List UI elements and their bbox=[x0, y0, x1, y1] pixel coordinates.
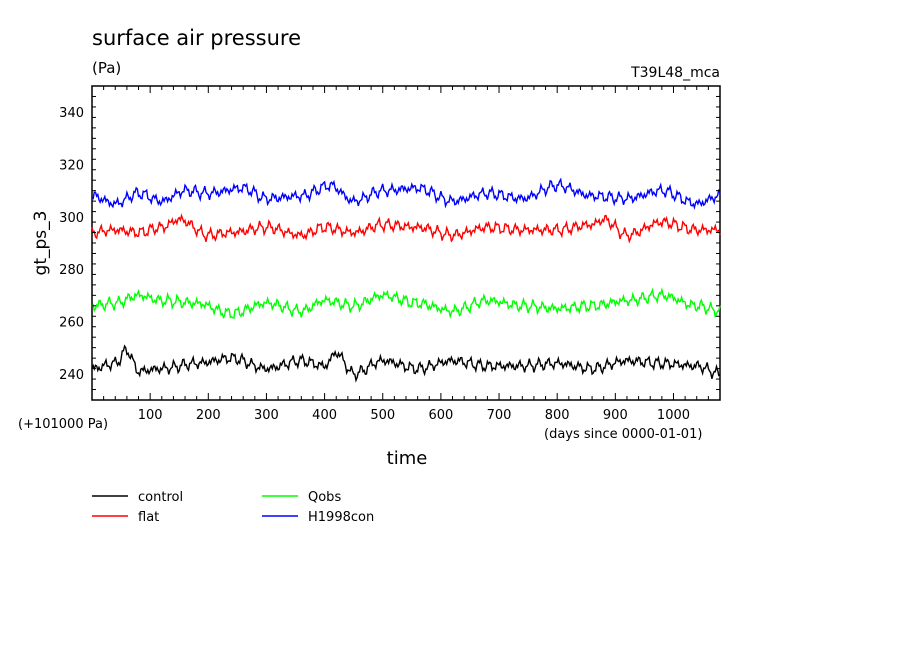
legend-label: H1998con bbox=[308, 510, 374, 525]
chart-title: surface air pressure bbox=[92, 26, 301, 50]
x-tick-label: 1000 bbox=[657, 408, 690, 423]
y-tick-label: 340 bbox=[59, 106, 84, 121]
experiment-label: T39L48_mca bbox=[630, 65, 720, 81]
ticks-layer: 100 200 300 400 500 600 700 800 900 1000 240 260 280… bbox=[59, 86, 720, 423]
series-line-flat bbox=[91, 213, 721, 244]
x-units-label: (days since 0000-01-01) bbox=[544, 427, 702, 442]
legend-label: Qobs bbox=[308, 490, 341, 505]
y-offset-label: (+101000 Pa) bbox=[18, 417, 108, 432]
x-tick-label: 600 bbox=[428, 408, 453, 423]
x-tick-label: 300 bbox=[254, 408, 279, 423]
series-layer bbox=[91, 177, 721, 383]
y-tick-label: 280 bbox=[59, 263, 84, 278]
x-tick-label: 400 bbox=[312, 408, 337, 423]
x-tick-label: 200 bbox=[196, 408, 221, 423]
legend-label: control bbox=[138, 490, 183, 505]
y-axis-label: gt_ps_3 bbox=[31, 211, 51, 276]
series-line-h1998con bbox=[91, 177, 721, 211]
x-tick-label: 900 bbox=[603, 408, 628, 423]
y-tick-label: 260 bbox=[59, 316, 84, 331]
x-tick-label: 800 bbox=[545, 408, 570, 423]
legend-label: flat bbox=[138, 510, 159, 525]
plot-frame bbox=[91, 85, 721, 401]
plot-area bbox=[91, 85, 721, 401]
series-line-control bbox=[91, 344, 721, 383]
legend: control flat Qobs H1998con bbox=[92, 490, 374, 525]
series-line-qobs bbox=[91, 287, 721, 320]
x-tick-label: 500 bbox=[370, 408, 395, 423]
y-tick-label: 320 bbox=[59, 159, 84, 174]
x-axis-label: time bbox=[387, 448, 428, 469]
chart-units: (Pa) bbox=[92, 59, 121, 77]
x-tick-label: 700 bbox=[487, 408, 512, 423]
y-tick-label: 300 bbox=[59, 211, 84, 226]
x-tick-label: 100 bbox=[138, 408, 163, 423]
y-tick-label: 240 bbox=[59, 368, 84, 383]
